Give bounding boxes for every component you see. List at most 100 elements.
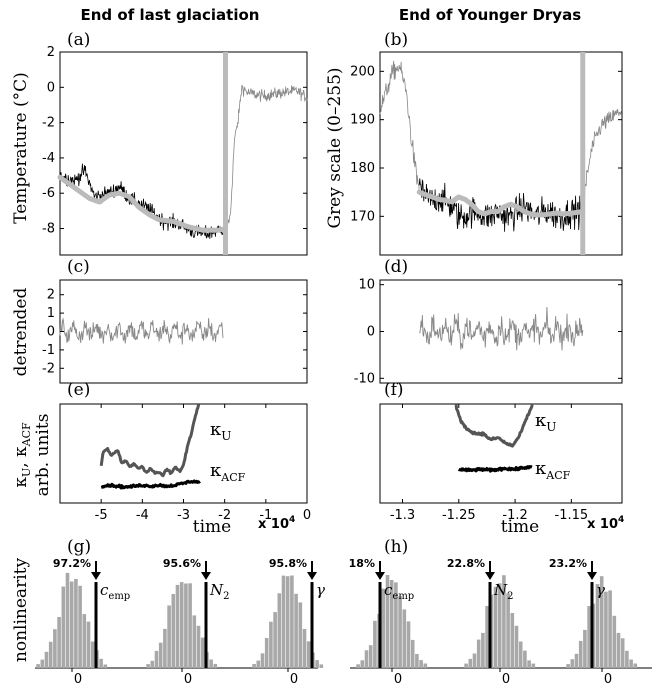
plot-frame-b (379, 51, 623, 256)
stat-name-sub: 2 (223, 591, 229, 602)
hist-bar-g-2-5 (273, 612, 277, 668)
xlabel-time-right: time (501, 517, 539, 537)
hist-bar-h-1-13 (518, 641, 523, 668)
hist-bar-g-1-0 (146, 664, 150, 668)
percent-label-h-0: 18% (349, 557, 375, 570)
hist-bar-g-2-16 (319, 664, 324, 668)
stat-name-main: γ (316, 581, 325, 599)
hist-bar-g-2-9 (290, 575, 294, 668)
ytick-label-a-0: 2 (47, 45, 55, 60)
hist-bar-g-1-9 (184, 583, 188, 668)
hist-bar-g-2-11 (298, 602, 303, 668)
plot-frame-f (379, 403, 623, 504)
panel-label-a: (a) (67, 30, 90, 50)
hist-bar-g-0-3 (48, 641, 53, 668)
ytick-label-c-3: -1 (42, 343, 55, 358)
ytick-label-c-0: 2 (47, 288, 55, 303)
ytick-label-d-2: -10 (354, 371, 375, 386)
stat-name-main: c (384, 581, 393, 599)
hist-bar-g-2-2 (260, 653, 265, 668)
ylabel-detrended: detrended (11, 288, 31, 377)
xtick-label-e-0: -5 (95, 508, 108, 523)
xtick-label-f-0: -1.3 (390, 508, 415, 523)
ytick-label-b-2: 180 (350, 161, 375, 176)
ytick-label-b-1: 190 (350, 113, 375, 128)
hist-bar-h-2-14 (625, 650, 629, 668)
panel-label-f: (f) (384, 380, 404, 400)
hist-bar-h-2-0 (566, 664, 570, 668)
arrow-head-g-2 (307, 572, 317, 580)
hist-bar-g-0-1 (40, 659, 45, 668)
hist-bar-g-0-13 (90, 641, 95, 668)
percent-label-h-1: 22.8% (447, 557, 485, 570)
kappa-acf-label-sub: ACF (545, 469, 570, 482)
hist-bar-h-1-16 (531, 663, 536, 668)
percent-label-h-2: 23.2% (549, 557, 587, 570)
hist-bar-h-1-5 (485, 606, 489, 668)
panel-label-c: (c) (67, 257, 90, 277)
xlabel-time-left: time (193, 517, 231, 537)
xtick-label-e-3: -2 (218, 508, 231, 523)
hist-bar-h-0-3 (368, 645, 373, 668)
ytick-label-a-4: -6 (42, 186, 55, 201)
panel-label-g: (g) (67, 537, 91, 557)
kappa-acf-label-sub: ACF (220, 471, 245, 484)
kappa-u-label-f: κU (535, 410, 556, 434)
hist-bar-h-1-1 (468, 658, 473, 668)
hist-bar-h-0-1 (360, 660, 365, 668)
plot-frame-a (59, 51, 308, 256)
hist-bar-h-2-7 (595, 584, 600, 668)
panel-label-b: (b) (384, 30, 408, 50)
hist-bar-h-0-12 (406, 621, 411, 668)
ylabel-nonlinearity: nonlinearity (11, 558, 31, 663)
kappa-acf-line-e (100, 479, 201, 490)
hist-bar-g-1-15 (209, 659, 213, 668)
hist-bar-g-2-7 (281, 575, 286, 668)
hist-bar-g-0-11 (82, 614, 87, 668)
hist-bar-h-1-14 (523, 650, 527, 668)
detrended-line-c (59, 317, 224, 345)
panel-label-d: (d) (384, 257, 408, 277)
kappa-u-label-symbol: κ (535, 410, 547, 431)
hist-bar-g-0-16 (103, 664, 108, 668)
stat-name-g-2: γ (316, 581, 325, 599)
hist-bar-g-1-6 (171, 594, 176, 668)
percent-label-g-1: 95.6% (163, 557, 201, 570)
hist-bar-g-1-10 (188, 583, 192, 668)
hist-bar-g-0-10 (78, 585, 82, 668)
ylabel-grey-scale: Grey scale (0–255) (325, 67, 345, 228)
hist-bar-h-2-9 (604, 591, 608, 668)
hist-bar-h-0-15 (419, 660, 423, 668)
kappa-u-line-e (99, 404, 201, 478)
hist-bar-g-2-6 (277, 593, 282, 668)
xtick-label-e-4: -1 (259, 508, 272, 523)
hist-bar-g-0-7 (65, 572, 70, 668)
xtick-label-e-1: -4 (136, 508, 149, 523)
xtick-label-f-2: -1.2 (502, 508, 527, 523)
x-exponent-right: x 104 (587, 515, 624, 532)
hist-bar-h-2-15 (629, 659, 633, 668)
hist-bar-g-0-15 (99, 658, 103, 668)
temperature-post-line (225, 84, 308, 227)
kappa-u-label-e: κU (210, 419, 231, 443)
hist-bar-h-2-12 (616, 632, 621, 668)
ylabel-arb-units: arb. units (33, 414, 53, 497)
greyscale-early-line (379, 60, 420, 192)
kappa-acf-label-f: κACF (535, 458, 571, 482)
kappa-acf-label-symbol: κ (535, 458, 547, 479)
hist-bar-g-0-12 (86, 621, 91, 668)
ylabel-temperature: Temperature (°C) (11, 72, 31, 224)
zero-label-h-2: 0 (604, 672, 612, 687)
arrow-head-h-2 (587, 572, 597, 580)
hist-bar-g-1-12 (196, 625, 201, 668)
hist-bar-h-1-12 (514, 625, 519, 668)
hist-bar-g-2-4 (269, 621, 273, 668)
ytick-label-a-1: 0 (47, 80, 55, 95)
hist-bar-h-0-4 (373, 620, 377, 668)
hist-bar-g-0-2 (44, 651, 49, 668)
hist-bar-h-0-8 (389, 580, 394, 668)
hist-bar-g-1-16 (213, 663, 218, 668)
arrow-head-g-0 (91, 572, 101, 580)
arrow-head-h-1 (485, 572, 495, 580)
